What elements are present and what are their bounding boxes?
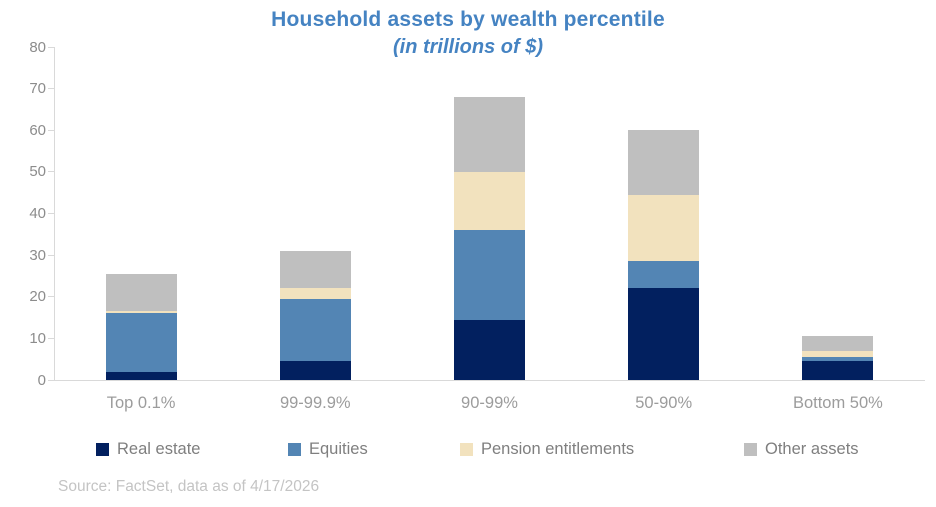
bar-segment: [279, 361, 351, 380]
y-tick: [48, 296, 54, 298]
y-tick-label: 20: [29, 288, 46, 306]
stacked-bar-99-99.9%: [279, 250, 351, 380]
bar-segment: [105, 313, 177, 372]
y-tick-label: 40: [29, 205, 46, 222]
y-tick-label: 10: [29, 329, 46, 347]
x-axis-label: Top 0.1%: [106, 394, 176, 412]
chart-subtitle: (in trillions of $): [393, 36, 543, 58]
x-axis-label: 99-99.9%: [279, 394, 351, 412]
bar-slot: [54, 47, 228, 380]
chart-title: Household assets by wealth percentile: [271, 8, 665, 31]
y-tick-label: 0: [37, 371, 46, 389]
bar-segment: [453, 96, 525, 172]
y-tick: [48, 129, 54, 131]
bar-segment: [802, 361, 874, 380]
legend-item: Equities: [288, 440, 368, 459]
legend-swatch-icon: [96, 443, 109, 456]
y-tick-label: 50: [29, 163, 46, 181]
bar-slot: [402, 47, 576, 380]
stacked-bar-Bottom 50%: [802, 336, 874, 380]
legend-item: Real estate: [96, 440, 200, 459]
y-tick-label: 70: [29, 80, 46, 98]
bar-segment: [628, 194, 700, 262]
y-tick: [48, 379, 54, 381]
x-axis-label: 50-90%: [635, 394, 693, 412]
y-tick: [48, 88, 54, 90]
legend-swatch-icon: [744, 443, 757, 456]
bar-segment: [279, 288, 351, 299]
y-tick: [48, 171, 54, 173]
y-tick-label: 60: [29, 121, 46, 139]
bar-segment: [105, 371, 177, 380]
source-note: Source: FactSet, data as of 4/17/2026: [58, 478, 320, 495]
stacked-bar-50-90%: [628, 130, 700, 380]
bar-slot: [228, 47, 402, 380]
legend-swatch-icon: [288, 443, 301, 456]
legend-label: Equities: [309, 440, 368, 458]
legend-item: Pension entitlements: [460, 440, 634, 459]
y-tick: [48, 337, 54, 339]
bar-segment: [802, 350, 874, 358]
bar-segment: [802, 357, 874, 362]
bar-segment: [105, 311, 177, 314]
x-axis-label: 90-99%: [461, 394, 518, 412]
stacked-bar-Top 0.1%: [105, 273, 177, 380]
legend-label: Other assets: [765, 440, 859, 458]
legend-label: Real estate: [117, 440, 201, 458]
bar-segment: [105, 273, 177, 312]
bar-segment: [279, 250, 351, 289]
bar-segment: [802, 336, 874, 351]
x-axis-label: Bottom 50%: [792, 394, 883, 412]
x-axis-line: [54, 380, 925, 381]
bar-segment: [628, 130, 700, 195]
bar-segment: [453, 319, 525, 380]
y-tick: [48, 254, 54, 256]
bar-segment: [628, 261, 700, 289]
y-tick-label: 80: [29, 38, 46, 56]
bar-segment: [453, 171, 525, 231]
legend-label: Pension entitlements: [481, 440, 635, 458]
legend-item: Other assets: [744, 440, 859, 459]
y-tick: [48, 213, 54, 214]
y-tick-label: 30: [29, 246, 46, 264]
bar-segment: [453, 230, 525, 320]
y-tick: [48, 46, 54, 48]
bar-segment: [279, 298, 351, 362]
legend-swatch-icon: [460, 443, 473, 456]
bar-slot: [751, 47, 925, 380]
y-axis-line: [54, 47, 55, 381]
bar-slot: [577, 47, 751, 380]
plot-area: [54, 47, 925, 380]
legend: Real estate Equities Pension entitlements O…: [0, 440, 936, 462]
bar-segment: [628, 288, 700, 380]
stacked-bar-90-99%: [453, 96, 525, 380]
